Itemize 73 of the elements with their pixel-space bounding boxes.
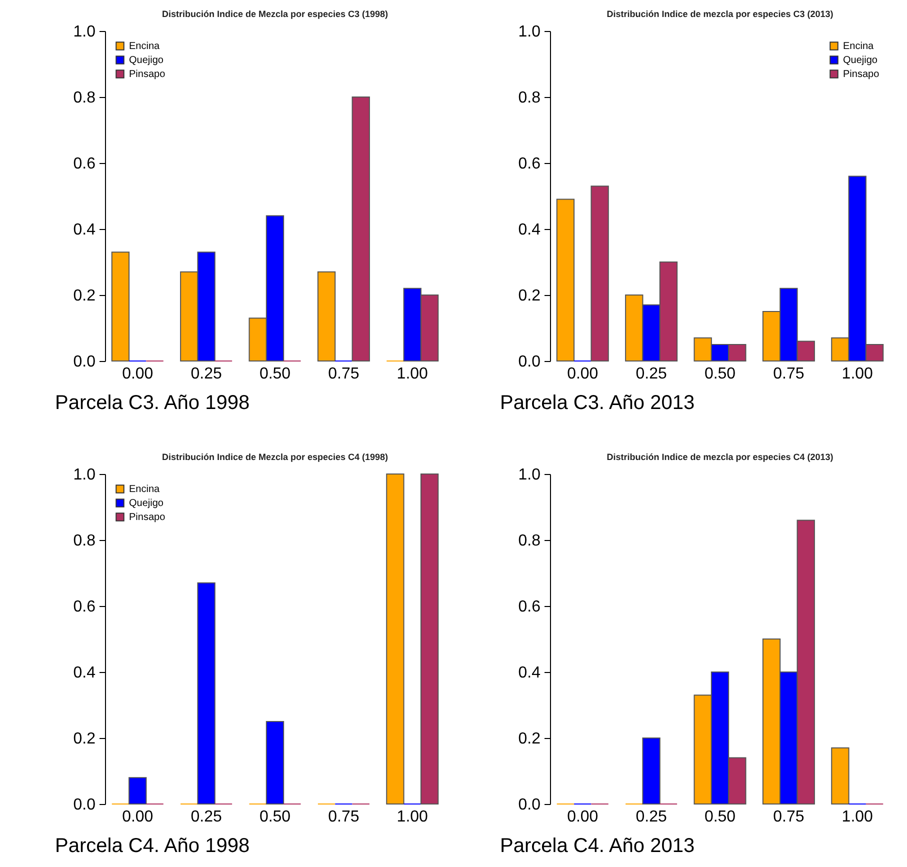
x-tick-label: 0.75 — [773, 366, 804, 382]
y-tick-label: 0.0 — [73, 796, 96, 814]
y-tick-label: 0.6 — [73, 598, 96, 616]
x-tick-label: 0.75 — [773, 808, 804, 826]
y-tick-label: 1.0 — [518, 466, 541, 484]
bar — [590, 186, 609, 362]
chart-title: Distribución Indice de Mezcla por especies C3 (1998) — [162, 9, 388, 19]
y-tick-label: 0.6 — [518, 598, 541, 616]
x-tick-label: 0.75 — [328, 808, 360, 826]
y-tick-label: 0.8 — [73, 532, 96, 550]
y-tick-label: 0.2 — [518, 730, 541, 748]
bar — [128, 777, 147, 804]
y-tick-label: 0.2 — [73, 730, 96, 748]
chart-title: Distribución Indice de mezcla por especies C4 (2013) — [606, 452, 834, 462]
y-tick-label: 0.4 — [73, 222, 96, 238]
legend-label: Quejigo — [129, 498, 164, 509]
legend-label: Quejigo — [129, 55, 164, 66]
y-tick-label: 0.2 — [518, 288, 541, 304]
x-tick-label: 0.25 — [636, 366, 667, 382]
legend-label: Pinsapo — [129, 69, 166, 80]
legend-label: Pinsapo — [843, 69, 880, 80]
y-tick-label: 0.4 — [518, 222, 541, 238]
x-tick-label: 0.50 — [259, 366, 291, 382]
text: Parcela C3. Año 2013 — [500, 392, 695, 414]
y-tick-label: 0.8 — [518, 532, 541, 550]
x-tick-label: 1.00 — [396, 808, 428, 826]
legend-label: Encina — [129, 41, 160, 52]
legend-label: Pinsapo — [129, 512, 166, 523]
x-tick-label: 0.00 — [567, 366, 598, 382]
chart-title: Distribución Indice de mezcla por especies C3 (2013) — [606, 9, 834, 19]
x-tick-label: 0.00 — [567, 808, 598, 826]
legend-label: Encina — [843, 41, 874, 52]
text: Parcela C4. Año 1998 — [55, 835, 250, 857]
text: Parcela C4. Año 2013 — [500, 835, 695, 857]
y-tick-label: 0.8 — [518, 90, 541, 106]
x-tick-label: 1.00 — [396, 366, 428, 382]
y-tick-label: 0.4 — [518, 664, 541, 682]
bar — [642, 738, 660, 804]
bar — [831, 747, 850, 804]
bar — [420, 474, 439, 804]
y-tick-label: 0.4 — [73, 664, 96, 682]
x-tick-label: 0.00 — [122, 366, 154, 382]
y-tick-label: 0.6 — [73, 156, 96, 172]
chart-title: Distribución Indice de Mezcla por especies C4 (1998) — [162, 452, 388, 462]
x-tick-label: 0.25 — [190, 366, 222, 382]
y-tick-label: 1.0 — [518, 24, 541, 40]
y-tick-label: 0.6 — [518, 156, 541, 172]
x-tick-label: 0.50 — [704, 366, 736, 382]
x-tick-label: 0.50 — [704, 808, 736, 826]
bar — [266, 721, 284, 804]
y-tick-label: 0.8 — [73, 90, 96, 106]
y-tick-label: 0.0 — [73, 354, 96, 370]
y-tick-label: 0.2 — [73, 288, 96, 304]
x-tick-label: 0.25 — [190, 808, 222, 826]
x-tick-label: 1.00 — [842, 366, 874, 382]
legend-label: Encina — [129, 484, 160, 495]
x-tick-label: 0.00 — [122, 808, 154, 826]
text: Parcela C3. Año 1998 — [55, 392, 250, 414]
bar — [556, 198, 575, 362]
bar — [111, 252, 130, 362]
y-tick-label: 0.0 — [518, 354, 541, 370]
bar — [197, 582, 216, 804]
bar — [352, 96, 370, 362]
x-tick-label: 0.25 — [636, 808, 667, 826]
x-tick-label: 0.75 — [328, 366, 360, 382]
legend-label: Quejigo — [843, 55, 878, 66]
y-tick-label: 0.0 — [518, 796, 541, 814]
y-tick-label: 1.0 — [73, 466, 96, 484]
x-tick-label: 0.50 — [259, 808, 291, 826]
bar — [386, 474, 404, 804]
x-tick-label: 1.00 — [842, 808, 874, 826]
bar — [317, 271, 336, 362]
y-tick-label: 1.0 — [73, 24, 96, 40]
